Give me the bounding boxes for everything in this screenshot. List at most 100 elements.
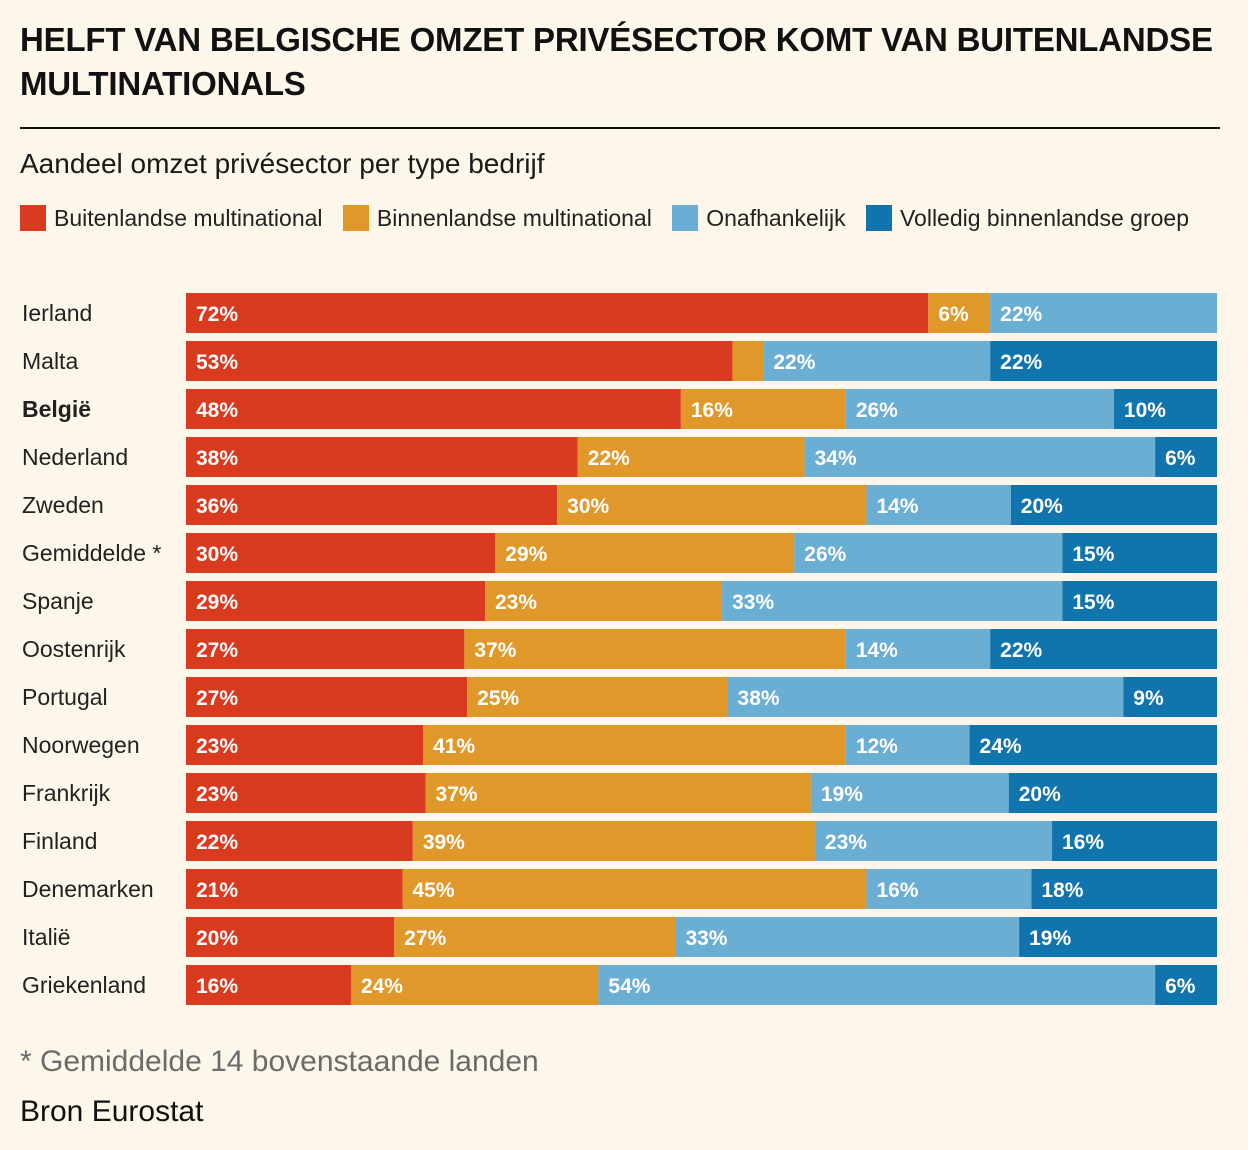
legend-label: Volledig binnenlandse groep [899,205,1189,231]
data-label: 16% [691,399,733,422]
bar-segment-binnenlandse-multinational [495,533,795,573]
data-label: 18% [1041,879,1083,902]
legend-swatch [342,205,369,231]
bar-segment-buitenlandse-multinational [186,869,403,909]
data-label: 45% [413,879,455,902]
bar-segment-binnenlandse-multinational [394,917,676,957]
data-label: 34% [815,447,857,470]
data-label: 12% [856,735,898,758]
bar-segment-binnenlandse-multinational [402,869,867,909]
data-label: 33% [685,927,727,950]
bar-segment-buitenlandse-multinational [186,821,413,861]
bar-segment-buitenlandse-multinational [186,389,681,429]
bar-segment-volledig-binnenlandse-groep [990,341,1217,381]
bar-segment-volledig-binnenlandse-groep [1113,389,1217,429]
data-label: 26% [804,543,846,566]
bar-segment-onafhankelijk [727,677,1124,717]
bar-segment-buitenlandse-multinational [186,677,468,717]
bar-segment-onafhankelijk [845,725,970,765]
legend: Buitenlandse multinational Binnenlandse … [20,201,1220,235]
bar-segment-onafhankelijk [810,773,1009,813]
bar-row-oostenrijk: Oostenrijk 27% 37% 14% 22% [22,629,1217,669]
bar-segment-buitenlandse-multinational [186,533,496,573]
data-label: 25% [477,687,519,710]
category-label: Finland [22,828,97,854]
bar-segment-volledig-binnenlandse-groep [1062,533,1217,573]
data-label: 14% [856,639,898,662]
bar-segment-buitenlandse-multinational [186,581,485,621]
bar-row-finland: Finland 22% 39% 23% 16% [22,821,1217,861]
bar-segment-binnenlandse-multinational [484,581,723,621]
data-label: 6% [938,303,969,326]
data-label: 39% [423,831,465,854]
legend-swatch [865,205,892,231]
bar-segment-buitenlandse-multinational [186,773,426,813]
bar-segment-buitenlandse-multinational [186,437,578,477]
bar-segment-binnenlandse-multinational [577,437,805,477]
data-label: 10% [1124,399,1166,422]
data-label: 22% [1000,351,1042,374]
data-label: 33% [732,591,774,614]
bar-segment-volledig-binnenlandse-groep [1155,437,1217,477]
legend-label: Binnenlandse multinational [376,205,652,231]
data-label: 22% [1000,303,1042,326]
bar-segment-buitenlandse-multinational [186,917,395,957]
data-label: 23% [196,783,238,806]
bar-segment-binnenlandse-multinational [350,965,599,1005]
legend-item-buitenlandse-multinational: Buitenlandse multinational [20,205,323,231]
category-label: Frankrijk [22,780,111,806]
data-label: 15% [1072,591,1114,614]
data-label: 41% [433,735,475,758]
chart-title: HELFT VAN BELGISCHE OMZET PRIVÉSECTOR KO… [20,21,1213,102]
data-label: 22% [196,831,238,854]
data-label: 37% [436,783,478,806]
bar-segment-onafhankelijk [598,965,1156,1005]
bar-segment-onafhankelijk [804,437,1156,477]
category-label: Portugal [22,684,108,710]
data-label: 16% [196,975,238,998]
legend-swatch [20,205,46,231]
bar-segment-buitenlandse-multinational [186,293,929,333]
bar-segment-onafhankelijk [845,629,991,669]
bar-segment-binnenlandse-multinational [557,485,867,525]
bar-segment-buitenlandse-multinational [186,725,424,765]
data-label: 16% [1062,831,1104,854]
bar-row-gemiddelde: Gemiddelde * 30% 29% 26% 15% [22,533,1217,573]
bar-segment-binnenlandse-multinational [423,725,846,765]
data-label: 36% [196,495,238,518]
data-label: 15% [1072,543,1114,566]
bar-segment-binnenlandse-multinational [425,773,811,813]
data-label: 14% [876,495,918,518]
bar-row-italie: Italië 20% 27% 33% 19% [22,917,1217,957]
data-label: 21% [196,879,238,902]
data-label: 48% [196,399,238,422]
data-label: 9% [1133,687,1164,710]
category-label: Denemarken [22,876,154,902]
category-label: Zweden [22,492,104,518]
bar-segment-volledig-binnenlandse-groep [1062,581,1217,621]
category-label: Oostenrijk [22,636,126,662]
bar-segment-volledig-binnenlandse-groep [1052,821,1217,861]
data-label: 24% [980,735,1022,758]
chart-subtitle: Aandeel omzet privésector per type bedri… [20,148,545,179]
category-label: Nederland [22,444,128,470]
bar-segment-onafhankelijk [675,917,1020,957]
data-label: 23% [825,831,867,854]
bar-segment-binnenlandse-multinational [464,629,846,669]
data-label: 27% [404,927,446,950]
data-label: 16% [876,879,918,902]
bar-segment-volledig-binnenlandse-groep [1010,485,1217,525]
bar-segment-onafhankelijk [990,293,1217,333]
data-label: 22% [588,447,630,470]
data-label: 30% [567,495,609,518]
category-label: Spanje [22,588,94,614]
data-label: 20% [1019,783,1061,806]
bar-segment-volledig-binnenlandse-groep [1019,917,1217,957]
bar-segment-volledig-binnenlandse-groep [1123,677,1217,717]
bar-segment-volledig-binnenlandse-groep [990,629,1217,669]
bar-row-malta: Malta 53% 22% 22% [22,341,1217,381]
bar-segment-buitenlandse-multinational [186,341,733,381]
bar-segment-buitenlandse-multinational [186,485,558,525]
data-label: 27% [196,639,238,662]
data-label: 30% [196,543,238,566]
